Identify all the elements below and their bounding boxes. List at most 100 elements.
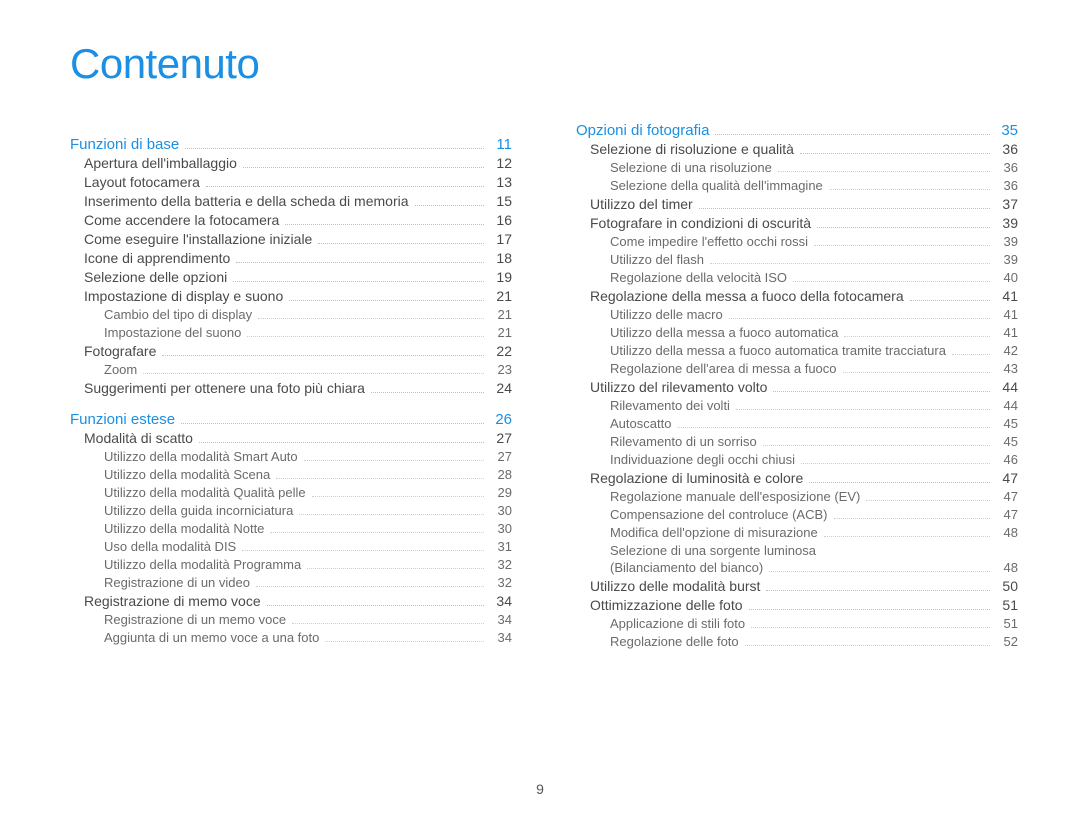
toc-entry[interactable]: Regolazione dell'area di messa a fuoco43 xyxy=(576,361,1018,377)
toc-entry-page: 47 xyxy=(996,470,1018,486)
toc-entry-label: (Bilanciamento del bianco) xyxy=(610,560,763,575)
toc-entry[interactable]: Utilizzo del rilevamento volto44 xyxy=(576,379,1018,396)
toc-entry[interactable]: Uso della modalità DIS31 xyxy=(70,539,512,555)
toc-entry[interactable]: Utilizzo delle modalità burst50 xyxy=(576,578,1018,595)
toc-entry[interactable]: Rilevamento di un sorriso45 xyxy=(576,434,1018,450)
toc-entry[interactable]: Regolazione della velocità ISO40 xyxy=(576,270,1018,286)
toc-entry[interactable]: Fotografare in condizioni di oscurità39 xyxy=(576,215,1018,232)
toc-entry[interactable]: Rilevamento dei volti 44 xyxy=(576,398,1018,414)
toc-entry-label: Suggerimenti per ottenere una foto più c… xyxy=(84,380,365,396)
toc-entry-page: 27 xyxy=(490,430,512,446)
toc-entry[interactable]: Regolazione manuale dell'esposizione (EV… xyxy=(576,489,1018,505)
toc-entry-page: 22 xyxy=(490,343,512,359)
toc-entry[interactable]: Registrazione di un memo voce34 xyxy=(70,612,512,628)
toc-entry[interactable]: Regolazione di luminosità e colore47 xyxy=(576,470,1018,487)
toc-entry[interactable]: Icone di apprendimento18 xyxy=(70,250,512,267)
dot-leader xyxy=(751,623,990,628)
toc-entry-page: 39 xyxy=(996,215,1018,231)
toc-entry[interactable]: Layout fotocamera13 xyxy=(70,174,512,191)
toc-entry[interactable]: Apertura dell'imballaggio12 xyxy=(70,155,512,172)
toc-entry[interactable]: Utilizzo della messa a fuoco automatica … xyxy=(576,343,1018,359)
toc-entry-label: Utilizzo della modalità Smart Auto xyxy=(104,449,298,464)
toc-entry[interactable]: Selezione di risoluzione e qualità36 xyxy=(576,141,1018,158)
toc-entry-page: 39 xyxy=(996,234,1018,249)
toc-entry[interactable]: Selezione delle opzioni19 xyxy=(70,269,512,286)
toc-entry[interactable]: Cambio del tipo di display21 xyxy=(70,307,512,323)
page-number: 9 xyxy=(0,781,1080,797)
toc-entry-page: 44 xyxy=(996,398,1018,413)
toc-entry-label: Utilizzo delle modalità burst xyxy=(590,578,760,594)
toc-entry[interactable]: Suggerimenti per ottenere una foto più c… xyxy=(70,380,512,397)
toc-entry[interactable]: Utilizzo del timer37 xyxy=(576,196,1018,213)
toc-entry[interactable]: Compensazione del controluce (ACB)47 xyxy=(576,507,1018,523)
toc-entry-page: 30 xyxy=(490,521,512,536)
toc-entry-page: 52 xyxy=(996,634,1018,649)
toc-entry[interactable]: Regolazione della messa a fuoco della fo… xyxy=(576,288,1018,305)
toc-entry-page: 16 xyxy=(490,212,512,228)
dot-leader xyxy=(910,296,990,301)
dot-leader xyxy=(952,350,990,355)
toc-entry-label: Rilevamento dei volti xyxy=(610,398,730,413)
toc-entry-label: Selezione di una risoluzione xyxy=(610,160,772,175)
toc-section[interactable]: Opzioni di fotografia35 xyxy=(576,122,1018,139)
dot-leader xyxy=(312,492,484,497)
toc-entry-page: 18 xyxy=(490,250,512,266)
toc-entry[interactable]: Utilizzo della modalità Qualità pelle29 xyxy=(70,485,512,501)
toc-entry[interactable]: (Bilanciamento del bianco)48 xyxy=(576,560,1018,576)
toc-entry-page: 39 xyxy=(996,252,1018,267)
toc-entry-label: Modifica dell'opzione di misurazione xyxy=(610,525,818,540)
toc-entry[interactable]: Regolazione delle foto52 xyxy=(576,634,1018,650)
toc-entry[interactable]: Impostazione di display e suono21 xyxy=(70,288,512,305)
toc-entry-page: 21 xyxy=(490,307,512,322)
toc-entry-page: 34 xyxy=(490,612,512,627)
toc-entry[interactable]: Utilizzo della modalità Smart Auto27 xyxy=(70,449,512,465)
dot-leader xyxy=(415,201,484,206)
toc-entry[interactable]: Utilizzo della messa a fuoco automatica4… xyxy=(576,325,1018,341)
toc-entry[interactable]: Come eseguire l'installazione iniziale17 xyxy=(70,231,512,248)
toc-entry[interactable]: Selezione di una sorgente luminosa xyxy=(576,543,1018,558)
toc-entry-page: 28 xyxy=(490,467,512,482)
dot-leader xyxy=(793,277,990,282)
toc-entry-label: Compensazione del controluce (ACB) xyxy=(610,507,828,522)
toc-entry-label: Aggiunta di un memo voce a una foto xyxy=(104,630,319,645)
toc-entry[interactable]: Utilizzo delle macro41 xyxy=(576,307,1018,323)
toc-entry[interactable]: Utilizzo della modalità Programma32 xyxy=(70,557,512,573)
toc-entry[interactable]: Registrazione di un video32 xyxy=(70,575,512,591)
toc-entry-page: 32 xyxy=(490,575,512,590)
toc-entry-label: Regolazione manuale dell'esposizione (EV… xyxy=(610,489,860,504)
dot-leader xyxy=(185,144,484,149)
toc-entry[interactable]: Utilizzo della modalità Scena28 xyxy=(70,467,512,483)
dot-leader xyxy=(778,167,990,172)
toc-entry-label: Zoom xyxy=(104,362,137,377)
toc-entry[interactable]: Come accendere la fotocamera16 xyxy=(70,212,512,229)
dot-leader xyxy=(242,546,484,551)
toc-entry-label: Regolazione della messa a fuoco della fo… xyxy=(590,288,904,304)
toc-entry[interactable]: Registrazione di memo voce34 xyxy=(70,593,512,610)
dot-leader xyxy=(258,314,484,319)
toc-entry[interactable]: Come impedire l'effetto occhi rossi39 xyxy=(576,234,1018,250)
toc-entry[interactable]: Zoom23 xyxy=(70,362,512,378)
toc-entry[interactable]: Aggiunta di un memo voce a una foto34 xyxy=(70,630,512,646)
toc-entry-page: 40 xyxy=(996,270,1018,285)
toc-entry[interactable]: Modifica dell'opzione di misurazione48 xyxy=(576,525,1018,541)
toc-section[interactable]: Funzioni di base11 xyxy=(70,136,512,153)
toc-entry[interactable]: Individuazione degli occhi chiusi46 xyxy=(576,452,1018,468)
toc-entry[interactable]: Fotografare22 xyxy=(70,343,512,360)
toc-entry[interactable]: Inserimento della batteria e della sched… xyxy=(70,193,512,210)
toc-entry[interactable]: Selezione di una risoluzione36 xyxy=(576,160,1018,176)
toc-entry[interactable]: Autoscatto45 xyxy=(576,416,1018,432)
toc-entry[interactable]: Ottimizzazione delle foto51 xyxy=(576,597,1018,614)
toc-entry[interactable]: Modalità di scatto27 xyxy=(70,430,512,447)
toc-entry[interactable]: Utilizzo del flash39 xyxy=(576,252,1018,268)
toc-entry-label: Impostazione di display e suono xyxy=(84,288,283,304)
toc-entry[interactable]: Selezione della qualità dell'immagine36 xyxy=(576,178,1018,194)
toc-entry[interactable]: Utilizzo della guida incorniciatura30 xyxy=(70,503,512,519)
toc-entry[interactable]: Applicazione di stili foto51 xyxy=(576,616,1018,632)
toc-entry-page: 47 xyxy=(996,489,1018,504)
toc-entry[interactable]: Impostazione del suono21 xyxy=(70,325,512,341)
toc-section[interactable]: Funzioni estese26 xyxy=(70,411,512,428)
dot-leader xyxy=(276,474,484,479)
dot-leader xyxy=(866,496,990,501)
toc-entry[interactable]: Utilizzo della modalità Notte30 xyxy=(70,521,512,537)
dot-leader xyxy=(318,239,484,244)
